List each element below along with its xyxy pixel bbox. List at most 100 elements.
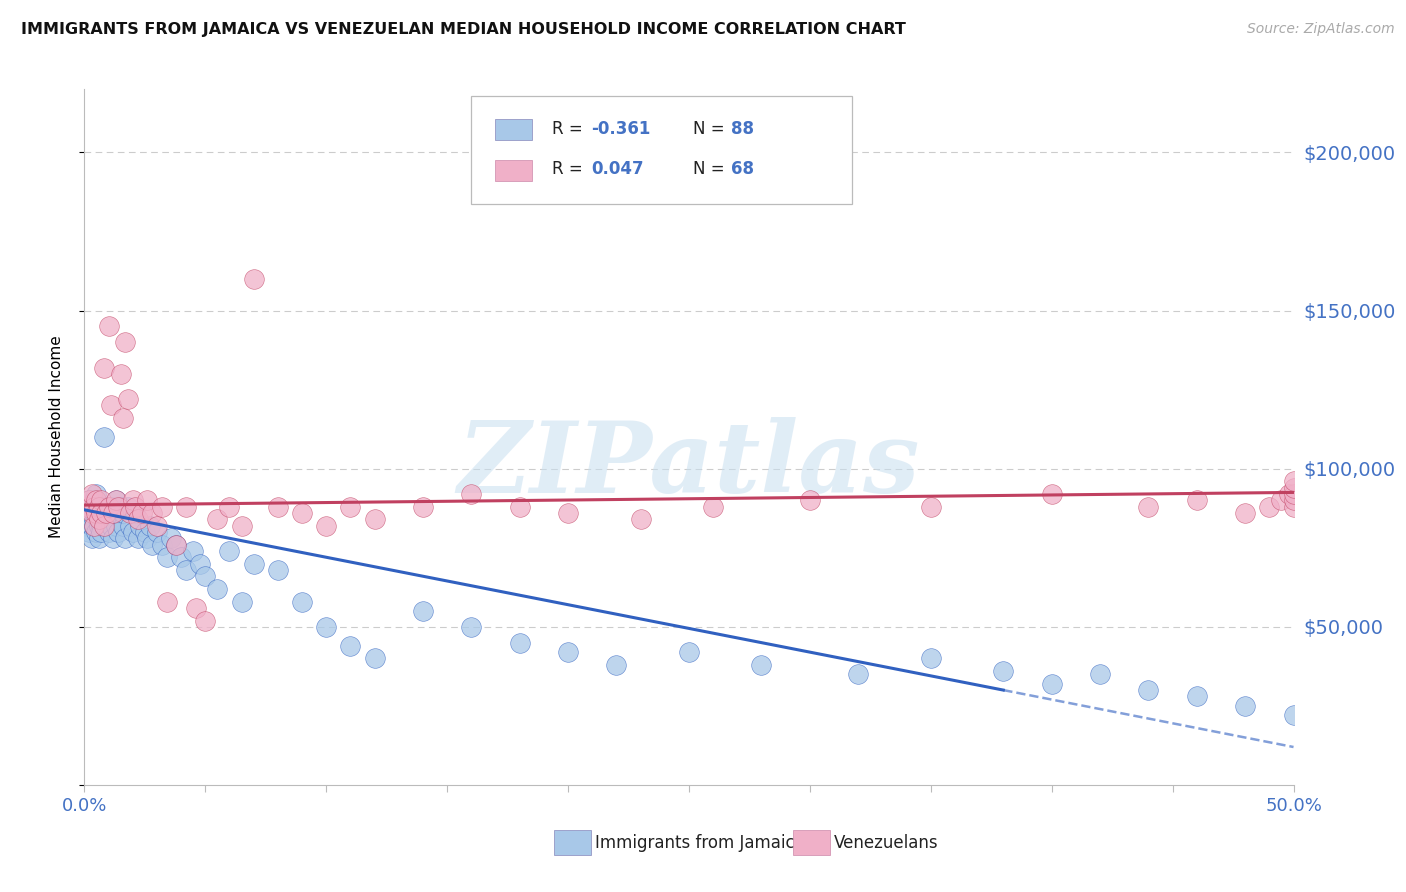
Point xyxy=(131,506,153,520)
Point xyxy=(94,518,117,533)
Point xyxy=(993,664,1015,678)
Point xyxy=(1282,500,1305,514)
Point xyxy=(184,600,207,615)
Point xyxy=(83,518,105,533)
Point xyxy=(1040,677,1063,691)
Point xyxy=(846,667,869,681)
Point xyxy=(218,500,240,514)
Text: 88: 88 xyxy=(731,120,754,138)
Point xyxy=(1185,690,1208,704)
Point xyxy=(146,524,169,539)
Point xyxy=(242,557,264,571)
Point xyxy=(242,272,264,286)
Point xyxy=(190,557,212,571)
Text: -0.361: -0.361 xyxy=(591,120,651,138)
Point xyxy=(460,487,482,501)
FancyBboxPatch shape xyxy=(495,160,531,180)
Point xyxy=(124,500,146,514)
Point xyxy=(181,544,204,558)
Point xyxy=(165,538,187,552)
Point xyxy=(80,518,103,533)
Point xyxy=(363,651,385,665)
Point xyxy=(412,604,434,618)
Point xyxy=(509,635,531,649)
Text: Source: ZipAtlas.com: Source: ZipAtlas.com xyxy=(1247,22,1395,37)
Text: R =: R = xyxy=(553,120,588,138)
Point xyxy=(315,620,337,634)
Point xyxy=(87,531,110,545)
Point xyxy=(76,500,98,514)
Point xyxy=(76,500,98,514)
Point xyxy=(207,582,229,596)
Point xyxy=(100,399,122,413)
Point xyxy=(97,319,120,334)
Point xyxy=(93,506,115,520)
Point xyxy=(1282,481,1305,495)
Point xyxy=(1258,500,1281,514)
Point xyxy=(110,367,132,381)
Point xyxy=(86,493,108,508)
Point xyxy=(412,500,434,514)
Point xyxy=(104,518,127,533)
Point xyxy=(117,500,139,514)
Point xyxy=(557,645,579,659)
Point xyxy=(1137,683,1160,698)
Point xyxy=(103,531,125,545)
Point xyxy=(194,569,217,583)
Point xyxy=(702,500,724,514)
Point xyxy=(1270,493,1292,508)
Point xyxy=(120,518,142,533)
Point xyxy=(231,594,253,608)
Point xyxy=(90,506,112,520)
Text: 68: 68 xyxy=(731,161,754,178)
Point xyxy=(155,594,177,608)
Point xyxy=(1234,698,1257,713)
Point xyxy=(97,524,120,539)
Point xyxy=(146,518,169,533)
Point xyxy=(90,493,112,508)
Point xyxy=(1282,487,1305,501)
Point xyxy=(87,512,110,526)
Point xyxy=(97,509,120,524)
Point xyxy=(120,506,142,520)
Point xyxy=(267,563,290,577)
Y-axis label: Median Household Income: Median Household Income xyxy=(49,335,63,539)
Point xyxy=(77,509,100,524)
Point xyxy=(141,506,163,520)
Point xyxy=(150,500,173,514)
Point xyxy=(339,500,361,514)
Text: Venezuelans: Venezuelans xyxy=(834,834,938,852)
FancyBboxPatch shape xyxy=(471,96,852,204)
Point xyxy=(87,500,110,514)
Point xyxy=(124,506,146,520)
Point xyxy=(920,651,942,665)
Point xyxy=(86,509,108,524)
Point xyxy=(630,512,652,526)
Point xyxy=(80,531,103,545)
Point xyxy=(97,500,120,514)
Point xyxy=(799,493,821,508)
Point xyxy=(112,506,135,520)
Point xyxy=(86,500,108,514)
Point xyxy=(86,524,108,539)
Point xyxy=(112,411,135,425)
Point xyxy=(97,500,120,514)
Point xyxy=(87,500,110,514)
Point xyxy=(103,500,125,514)
Point xyxy=(107,500,129,514)
Point xyxy=(165,538,187,552)
Point xyxy=(94,500,117,514)
Point xyxy=(460,620,482,634)
Point xyxy=(339,639,361,653)
Point xyxy=(121,524,143,539)
Point xyxy=(136,531,159,545)
Point xyxy=(90,518,112,533)
Point xyxy=(218,544,240,558)
Point xyxy=(104,493,127,508)
Point xyxy=(104,493,127,508)
Point xyxy=(1282,475,1305,489)
Point xyxy=(112,518,135,533)
Point xyxy=(155,550,177,565)
Point xyxy=(1278,487,1301,501)
Point xyxy=(77,493,100,508)
